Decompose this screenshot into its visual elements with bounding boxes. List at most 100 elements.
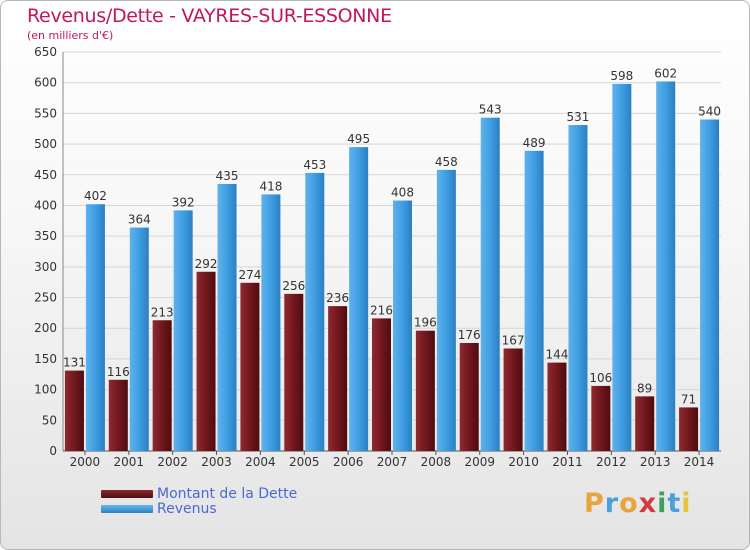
y-tick-label: 350: [34, 229, 57, 243]
y-tick-label: 600: [34, 76, 57, 90]
y-tick-label: 150: [34, 352, 57, 366]
data-label-revenus: 392: [172, 195, 195, 209]
y-tick-label: 650: [34, 45, 57, 59]
logo-letter: i: [681, 488, 692, 519]
y-tick-label: 500: [34, 137, 57, 151]
bar-dette: [152, 320, 172, 451]
x-tick-label: 2001: [114, 455, 145, 469]
bar-dette: [108, 379, 128, 451]
data-label-dette: 71: [681, 392, 696, 406]
data-label-revenus: 402: [84, 189, 107, 203]
chart-title: Revenus/Dette - VAYRES-SUR-ESSONNE: [27, 5, 392, 27]
logo-letter: P: [584, 488, 605, 519]
x-tick-label: 2004: [245, 455, 276, 469]
chart-subtitle: (en milliers d'€): [27, 29, 114, 42]
data-label-revenus: 489: [523, 136, 546, 150]
data-label-revenus: 435: [216, 169, 239, 183]
data-label-revenus: 418: [259, 179, 282, 193]
bar-revenus: [656, 81, 676, 452]
logo-letter: t: [667, 488, 682, 519]
bar-dette: [591, 385, 611, 451]
bar-revenus: [129, 227, 149, 451]
x-tick-label: 2000: [70, 455, 101, 469]
data-label-revenus: 495: [347, 132, 370, 146]
x-tick-label: 2002: [157, 455, 188, 469]
data-label-dette: 167: [502, 333, 525, 347]
bar-revenus: [568, 125, 588, 451]
data-label-dette: 176: [458, 328, 481, 342]
x-tick-label: 2012: [596, 455, 627, 469]
y-tick-label: 300: [34, 260, 57, 274]
data-label-dette: 292: [195, 257, 218, 271]
data-label-dette: 116: [107, 365, 130, 379]
bar-dette: [547, 362, 567, 451]
bar-dette: [284, 293, 304, 451]
bar-revenus: [436, 169, 456, 451]
bar-revenus: [480, 117, 500, 451]
data-label-dette: 256: [282, 279, 305, 293]
data-label-dette: 213: [151, 305, 174, 319]
bar-revenus: [217, 183, 237, 451]
logo-letter: o: [619, 488, 639, 519]
bar-dette: [372, 318, 391, 451]
bar-dette: [415, 330, 435, 451]
bar-dette: [64, 370, 84, 451]
data-label-dette: 236: [326, 291, 349, 305]
bar-dette: [459, 342, 479, 451]
bar-dette: [240, 282, 260, 451]
data-label-revenus: 364: [128, 213, 151, 227]
y-tick-label: 550: [34, 106, 57, 120]
data-label-revenus: 598: [610, 69, 633, 83]
data-label-dette: 216: [370, 303, 393, 317]
bar-revenus: [305, 172, 325, 452]
x-tick-label: 2009: [464, 455, 495, 469]
legend-swatch-dette: [101, 490, 153, 498]
y-tick-label: 100: [34, 383, 57, 397]
data-label-revenus: 540: [698, 105, 721, 119]
proxiti-logo: Proxiti: [584, 488, 692, 519]
logo-letter: i: [657, 488, 668, 519]
bar-revenus: [173, 210, 193, 451]
y-tick-label: 200: [34, 321, 57, 335]
y-tick-label: 450: [34, 168, 57, 182]
data-label-dette: 196: [414, 316, 437, 330]
data-label-dette: 131: [63, 356, 86, 370]
x-tick-label: 2014: [684, 455, 715, 469]
x-tick-label: 2006: [333, 455, 364, 469]
data-label-dette: 106: [589, 371, 612, 385]
bar-dette: [635, 396, 655, 451]
y-tick-label: 50: [42, 413, 57, 427]
data-label-revenus: 531: [567, 110, 590, 124]
x-tick-label: 2007: [377, 455, 408, 469]
data-label-revenus: 458: [435, 155, 458, 169]
bar-revenus: [612, 83, 632, 452]
x-tick-label: 2005: [289, 455, 320, 469]
legend-label-revenus: Revenus: [157, 501, 217, 517]
x-tick-label: 2010: [508, 455, 539, 469]
bar-revenus: [85, 204, 105, 451]
bar-dette: [328, 306, 348, 451]
bar-revenus: [524, 150, 544, 451]
data-label-revenus: 453: [303, 158, 326, 172]
data-label-dette: 89: [637, 381, 652, 395]
y-tick-label: 0: [49, 444, 57, 458]
bar-dette: [679, 407, 699, 451]
bar-revenus: [700, 119, 720, 452]
bar-dette: [196, 271, 216, 451]
x-tick-label: 2013: [640, 455, 671, 469]
legend-label-dette: Montant de la Dette: [157, 486, 298, 502]
logo-letter: x: [638, 488, 658, 519]
legend-swatch-revenus: [101, 505, 153, 513]
data-label-dette: 274: [238, 268, 261, 282]
bar-revenus: [393, 200, 412, 451]
bar-revenus: [349, 147, 369, 451]
bar-revenus: [261, 194, 281, 452]
data-label-revenus: 408: [391, 186, 414, 200]
data-label-dette: 144: [546, 348, 569, 362]
data-label-revenus: 602: [654, 66, 677, 80]
x-tick-label: 2011: [552, 455, 583, 469]
y-tick-label: 250: [34, 291, 57, 305]
bar-dette: [503, 348, 523, 451]
